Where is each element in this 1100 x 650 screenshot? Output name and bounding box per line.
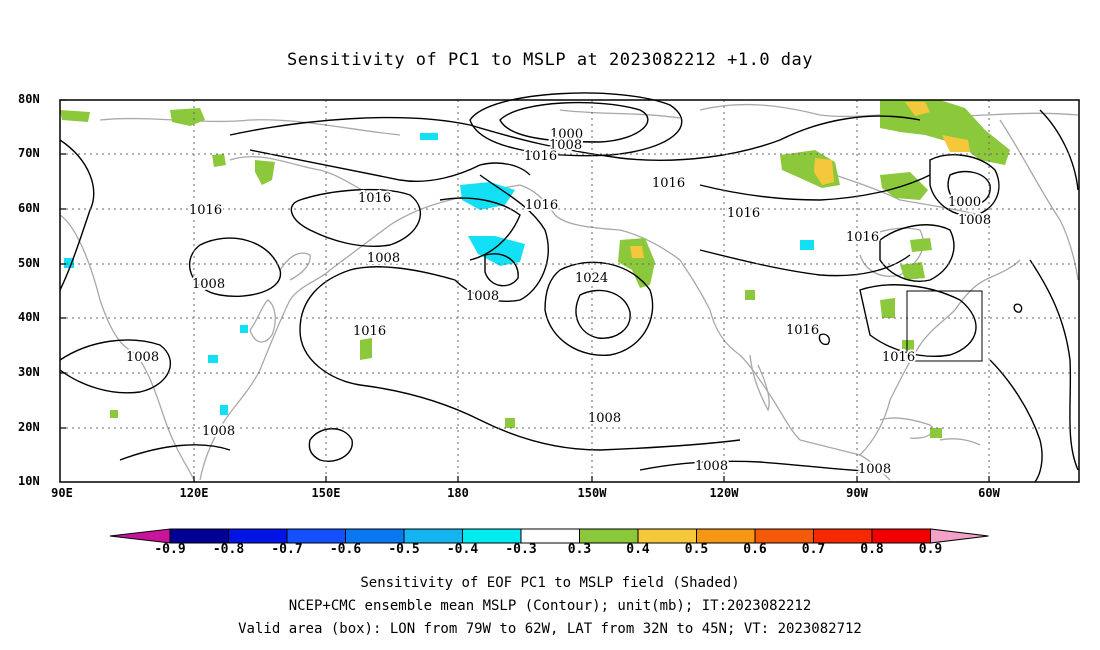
- sensitivity-shading: [60, 100, 1010, 438]
- colorbar-segment: [813, 528, 873, 544]
- colorbar-tick-label: 0.6: [743, 542, 767, 557]
- colorbar-segment: [871, 528, 931, 544]
- contour-label: 1008: [202, 424, 235, 439]
- lon-label-150w: 150W: [577, 486, 607, 500]
- lat-label-40n: 40N: [18, 310, 40, 324]
- colorbar-tick-label: -0.6: [329, 542, 362, 557]
- contour-label: 1008: [858, 462, 891, 477]
- contour-label: 1016: [189, 203, 222, 218]
- colorbar-high-extend: [930, 528, 989, 544]
- contour-label: 1016: [524, 149, 557, 164]
- contour-label: 1000: [948, 195, 981, 210]
- colorbar-tick-label: 0.3: [567, 542, 592, 557]
- contour-label: 1016: [727, 206, 760, 221]
- caption-contour: NCEP+CMC ensemble mean MSLP (Contour); u…: [288, 598, 812, 614]
- colorbar-low-extend: [109, 528, 171, 544]
- contour-label: 1016: [353, 324, 386, 339]
- lat-label-80n: 80N: [18, 92, 40, 106]
- contour-label: 1016: [882, 350, 915, 365]
- axis-ticks: [60, 99, 990, 482]
- contour-label: 1008: [695, 459, 728, 474]
- lon-label-90e: 90E: [51, 486, 73, 500]
- colorbar-segment: [345, 528, 405, 544]
- contour-label: 1008: [549, 138, 582, 153]
- contour-label: 1016: [358, 191, 391, 206]
- contour-label: 1008: [126, 350, 159, 365]
- lat-label-20n: 20N: [18, 420, 40, 434]
- map-frame: [59, 99, 1080, 483]
- isobars: [59, 92, 1079, 483]
- colorbar-tick-label: -0.4: [446, 542, 479, 557]
- colorbar-tick-label: 0.7: [801, 542, 826, 557]
- contour-label: 1016: [652, 176, 685, 191]
- colorbar-segment: [520, 528, 580, 544]
- colorbar-tick-label: -0.9: [154, 542, 186, 557]
- colorbar-tick-label: -0.7: [271, 542, 303, 557]
- contour-label: 1008: [192, 277, 225, 292]
- colorbar-segment: [403, 528, 463, 544]
- lat-label-10n: 10N: [18, 474, 40, 488]
- colorbar-segment: [637, 528, 697, 544]
- colorbar-tick-label: -0.5: [388, 542, 420, 557]
- contour-label: 1008: [466, 289, 499, 304]
- lon-label-120w: 120W: [709, 486, 739, 500]
- graticule: [60, 100, 1079, 482]
- contour-label: 1000: [550, 127, 583, 142]
- contour-label: 1008: [367, 251, 400, 266]
- contour-label: 1016: [846, 230, 879, 245]
- colorbar-tick-label: 0.8: [860, 542, 884, 557]
- valid-area-box: [906, 290, 983, 362]
- lon-label-60w: 60W: [978, 486, 1000, 500]
- colorbar-segment: [579, 528, 639, 544]
- colorbar-segment: [696, 528, 756, 544]
- lat-label-60n: 60N: [18, 201, 40, 215]
- contour-label: 1008: [588, 411, 621, 426]
- lat-label-30n: 30N: [18, 365, 40, 379]
- lon-label-90w: 90W: [846, 486, 868, 500]
- map-title: Sensitivity of PC1 to MSLP at 2023082212…: [286, 50, 813, 70]
- lon-label-120e: 120E: [179, 486, 209, 500]
- colorbar-segment: [754, 528, 814, 544]
- colorbar-segment: [462, 528, 522, 544]
- lat-label-50n: 50N: [18, 256, 40, 270]
- contour-label: 1016: [786, 323, 819, 338]
- lon-label-180: 180: [447, 486, 469, 500]
- caption-valid-area: Valid area (box): LON from 79W to 62W, L…: [238, 621, 862, 637]
- colorbar-segment: [286, 528, 346, 544]
- colorbar: [109, 528, 989, 544]
- colorbar-tick-label: 0.5: [684, 542, 709, 557]
- colorbar-tick-label: 0.9: [918, 542, 943, 557]
- lon-label-150e: 150E: [311, 486, 341, 500]
- contour-label: 1008: [958, 213, 991, 228]
- caption-shading: Sensitivity of EOF PC1 to MSLP field (Sh…: [360, 575, 740, 591]
- colorbar-tick-label: -0.3: [505, 542, 537, 557]
- contour-label: 1016: [525, 198, 558, 213]
- contour-label: 1024: [575, 271, 608, 286]
- contour-labels: 1000 1008 1016 1016 1016 1016 1016 1008 …: [124, 125, 993, 479]
- lat-label-70n: 70N: [18, 146, 40, 160]
- colorbar-segment: [228, 528, 288, 544]
- colorbar-tick-label: -0.8: [212, 542, 245, 557]
- colorbar-segment: [169, 528, 229, 544]
- colorbar-tick-label: 0.4: [626, 542, 650, 557]
